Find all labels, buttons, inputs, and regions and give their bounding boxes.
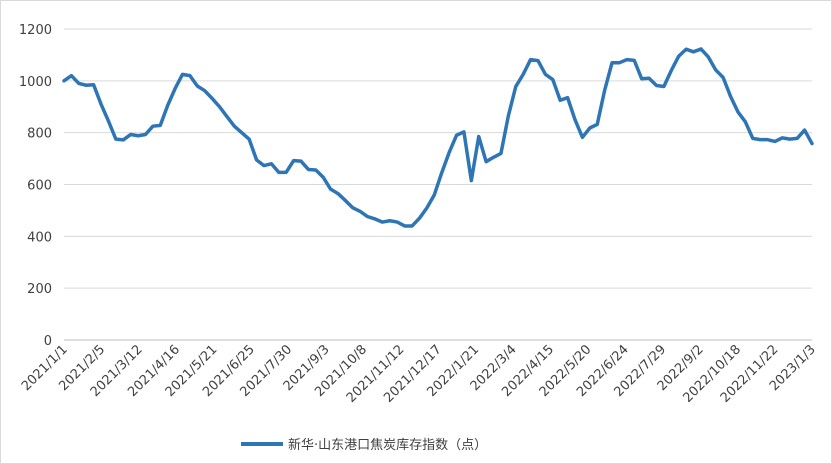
- y-tick-label: 0: [44, 334, 52, 349]
- y-tick-label: 1000: [19, 75, 52, 90]
- x-axis-ticks: 2021/1/12021/2/52021/3/122021/4/162021/5…: [19, 342, 819, 406]
- y-tick-label: 200: [27, 282, 52, 297]
- series-line: [62, 47, 814, 228]
- y-axis-ticks: 0 200 400 600 800 1000 1200: [19, 23, 52, 349]
- gridlines: [64, 28, 812, 289]
- legend: 新华·山东港口焦炭库存指数（点）: [241, 437, 487, 453]
- y-tick-label: 400: [27, 230, 52, 245]
- y-tick-label: 800: [27, 127, 52, 142]
- legend-label: 新华·山东港口焦炭库存指数（点）: [288, 437, 487, 453]
- y-tick-label: 1200: [19, 23, 52, 38]
- y-tick-label: 600: [27, 179, 52, 194]
